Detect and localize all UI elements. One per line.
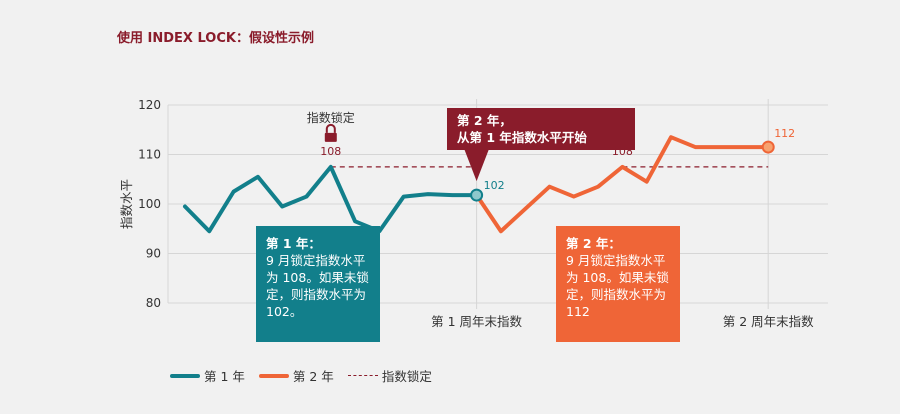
y-axis-label: 指数水平	[119, 179, 134, 229]
lock-icon-0	[324, 123, 337, 142]
x-tick-label-0: 第 1 周年末指数	[431, 314, 522, 329]
year2-end-marker	[761, 140, 775, 154]
legend-swatch-lock	[347, 375, 378, 376]
series-line-year2	[474, 135, 771, 234]
y-tick-label-110: 110	[138, 148, 161, 162]
legend: 第 1 年 第 2 年 指数锁定	[170, 366, 446, 385]
year2-callout: 第 2 年， 从第 1 年指数水平开始	[447, 108, 635, 150]
legend-item-year2: 第 2 年	[258, 366, 334, 385]
chart-title: 使用 INDEX LOCK：假设性示例	[117, 31, 314, 46]
year1-end-marker	[470, 188, 484, 202]
year1-note-heading: 第 1 年：	[266, 236, 321, 251]
legend-item-year1: 第 1 年	[170, 366, 245, 385]
year1-note-body: 9 月锁定指数水平为 108。如果未锁定，则指数水平为 102。	[266, 253, 369, 319]
x-tick-label-1: 第 2 周年末指数	[723, 314, 814, 329]
legend-item-lock: 指数锁定	[347, 366, 432, 385]
year2-note: 第 2 年： 9 月锁定指数水平为 108。如果未锁定，则指数水平为 112	[556, 226, 680, 342]
legend-label-year2: 第 2 年	[292, 369, 334, 384]
year2-end-label: 112	[774, 127, 795, 140]
callout-line2: 从第 1 年指数水平开始	[457, 130, 587, 145]
lock-icon-body	[324, 132, 337, 142]
lock-icon-shackle	[325, 123, 336, 133]
lock-value-label-0: 108	[320, 145, 341, 158]
legend-swatch-year1	[170, 373, 200, 378]
year2-note-body: 9 月锁定指数水平为 108。如果未锁定，则指数水平为 112	[566, 253, 669, 319]
year1-end-label: 102	[484, 179, 505, 192]
legend-swatch-year2	[258, 373, 289, 378]
legend-label-year1: 第 1 年	[204, 369, 245, 384]
lock-caption: 指数锁定	[307, 110, 355, 125]
y-tick-label-90: 90	[146, 247, 161, 261]
callout-pointer	[464, 150, 489, 182]
callout-line1: 第 2 年，	[457, 113, 512, 128]
year2-note-heading: 第 2 年：	[566, 236, 621, 251]
y-tick-label-80: 80	[146, 296, 161, 310]
series-line-year1	[183, 164, 479, 234]
legend-label-lock: 指数锁定	[381, 369, 432, 384]
y-tick-label-100: 100	[138, 197, 161, 211]
year1-note: 第 1 年： 9 月锁定指数水平为 108。如果未锁定，则指数水平为 102。	[256, 226, 380, 342]
y-tick-label-120: 120	[138, 98, 161, 112]
